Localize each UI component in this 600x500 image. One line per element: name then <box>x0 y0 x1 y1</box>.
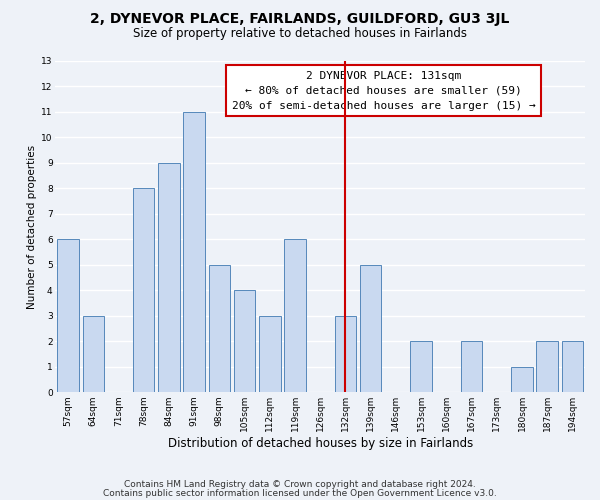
Bar <box>184 112 205 392</box>
Text: Contains public sector information licensed under the Open Government Licence v3: Contains public sector information licen… <box>103 489 497 498</box>
X-axis label: Distribution of detached houses by size in Fairlands: Distribution of detached houses by size … <box>167 437 473 450</box>
Bar <box>562 342 583 392</box>
Bar <box>284 240 306 392</box>
Bar <box>461 342 482 392</box>
Text: 2 DYNEVOR PLACE: 131sqm
← 80% of detached houses are smaller (59)
20% of semi-de: 2 DYNEVOR PLACE: 131sqm ← 80% of detache… <box>232 71 536 110</box>
Bar <box>83 316 104 392</box>
Text: 2, DYNEVOR PLACE, FAIRLANDS, GUILDFORD, GU3 3JL: 2, DYNEVOR PLACE, FAIRLANDS, GUILDFORD, … <box>91 12 509 26</box>
Bar <box>58 240 79 392</box>
Text: Size of property relative to detached houses in Fairlands: Size of property relative to detached ho… <box>133 28 467 40</box>
Bar <box>158 163 179 392</box>
Bar <box>360 265 382 392</box>
Bar <box>133 188 154 392</box>
Bar <box>335 316 356 392</box>
Text: Contains HM Land Registry data © Crown copyright and database right 2024.: Contains HM Land Registry data © Crown c… <box>124 480 476 489</box>
Bar <box>511 367 533 392</box>
Bar <box>259 316 281 392</box>
Y-axis label: Number of detached properties: Number of detached properties <box>27 144 37 308</box>
Bar <box>234 290 255 392</box>
Bar <box>410 342 432 392</box>
Bar <box>536 342 558 392</box>
Bar <box>209 265 230 392</box>
